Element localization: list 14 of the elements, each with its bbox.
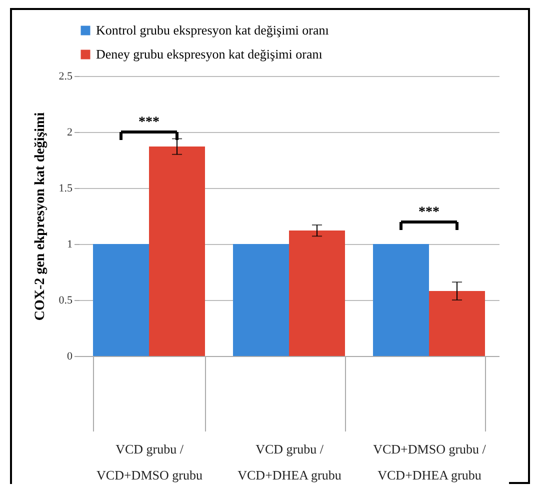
y-tick-label: 1 xyxy=(67,238,72,250)
x-tick-label: VCD grubu / VCD+DHEA grubu xyxy=(238,442,342,482)
annotation: *** xyxy=(418,205,440,220)
legend-label: Kontrol grubu ekspresyon kat değişimi oranı xyxy=(96,22,330,38)
y-axis-title: COX-2 gen ekpresyon kat değişimi xyxy=(32,112,48,321)
y-tick-label: 0.5 xyxy=(58,294,73,306)
legend-label: Deney grubu ekspresyon kat değişimi oranı xyxy=(96,46,323,62)
y-tick-label: 2 xyxy=(67,126,72,138)
y-tick-label: 1.5 xyxy=(58,182,73,194)
annotation: *** xyxy=(138,115,160,130)
y-tick-label: 0 xyxy=(67,350,73,362)
y-tick-label: 2.5 xyxy=(58,70,73,82)
x-tick-label: VCD+DMSO grubu / VCD+DHEA grubu xyxy=(373,442,486,482)
x-tick-label: VCD grubu / VCD+DMSO grubu xyxy=(96,442,203,482)
